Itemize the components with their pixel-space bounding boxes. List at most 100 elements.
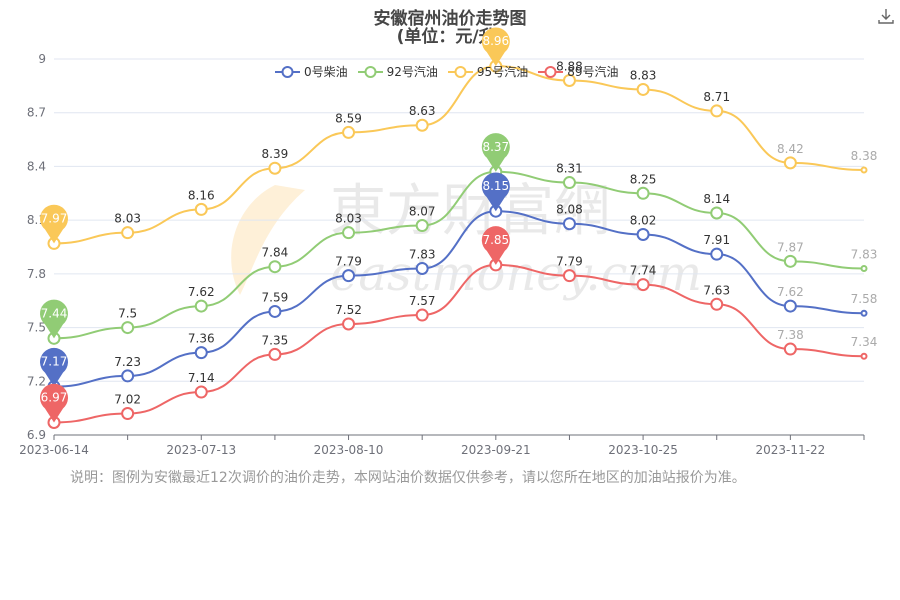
max-marker-label: 8.37 <box>482 140 509 154</box>
download-icon[interactable] <box>876 6 896 26</box>
x-tick-label: 2023-06-14 <box>19 443 89 457</box>
max-marker: 8.96 <box>481 27 510 67</box>
max-marker-label: 7.85 <box>482 233 509 247</box>
data-label: 7.62 <box>188 285 215 299</box>
min-marker: 7.44 <box>40 299 68 339</box>
data-label: 7.57 <box>409 294 436 308</box>
x-tick-label: 2023-10-25 <box>608 443 678 457</box>
footnote: 说明：图例为安徽最近12次调价的油价走势，本网站油价数据仅供参考，请以您所在地区… <box>70 470 746 486</box>
data-point <box>636 186 650 200</box>
min-marker-shape <box>40 383 68 423</box>
max-marker: 7.85 <box>481 226 510 265</box>
x-tick-label: 2023-11-22 <box>755 443 825 457</box>
data-label: 7.63 <box>703 283 730 297</box>
data-point <box>194 385 208 399</box>
data-label: 8.39 <box>262 147 289 161</box>
min-marker: 6.97 <box>40 383 68 423</box>
legend-item[interactable]: 89号汽油 <box>538 63 618 80</box>
data-point <box>636 82 650 96</box>
data-label: 7.14 <box>188 371 215 385</box>
data-point <box>415 118 429 132</box>
data-label: 8.88 <box>556 59 583 73</box>
data-label: 7.36 <box>188 332 215 346</box>
chart-subtitle: (单位：元/升) <box>396 27 504 47</box>
max-marker-shape <box>481 133 510 172</box>
series-line-3 <box>53 263 865 424</box>
x-tick-label: 2023-09-21 <box>461 443 531 457</box>
x-tick-label: 2023-08-10 <box>314 443 384 457</box>
data-label: 7.84 <box>262 246 289 260</box>
data-point <box>710 104 724 118</box>
min-marker-label: 7.97 <box>41 211 68 225</box>
data-label: 7.34 <box>851 335 878 349</box>
min-marker-shape <box>39 204 68 244</box>
data-point <box>415 308 429 322</box>
max-marker-shape <box>481 27 510 67</box>
y-tick-label: 7.5 <box>27 321 46 335</box>
legend: 0号柴油 92号汽油 95号汽油 89号汽油 <box>275 63 628 80</box>
data-point <box>268 260 282 274</box>
data-label: 7.62 <box>777 285 804 299</box>
y-tick-label: 7.8 <box>27 267 46 281</box>
legend-item[interactable]: 95号汽油 <box>447 63 529 80</box>
max-marker-shape <box>481 172 510 212</box>
data-label: 7.83 <box>851 247 878 261</box>
data-point <box>268 347 282 361</box>
data-label: 8.16 <box>188 188 215 202</box>
legend-swatch <box>357 65 383 78</box>
legend-swatch <box>447 65 473 78</box>
data-point <box>860 309 868 317</box>
data-point <box>636 278 650 292</box>
data-label: 7.02 <box>114 393 141 407</box>
legend-swatch <box>275 65 300 78</box>
data-point <box>121 321 135 335</box>
data-point <box>121 369 135 383</box>
data-label: 7.87 <box>777 240 804 254</box>
data-label: 7.38 <box>777 328 804 342</box>
data-label: 7.91 <box>703 233 730 247</box>
data-point <box>860 352 868 360</box>
min-marker-label: 7.44 <box>41 306 68 320</box>
data-point <box>415 261 429 275</box>
chart-title: 安徽宿州油价走势图 <box>373 9 527 29</box>
data-point <box>710 297 724 311</box>
data-label: 7.23 <box>114 355 141 369</box>
data-label: 7.79 <box>556 255 583 269</box>
max-marker-label: 8.15 <box>482 179 509 193</box>
max-marker-label: 8.96 <box>482 34 509 48</box>
data-point <box>268 304 282 318</box>
data-point <box>783 342 797 356</box>
legend-swatch <box>538 65 564 78</box>
data-point <box>783 254 797 268</box>
legend-item[interactable]: 92号汽油 <box>357 63 438 80</box>
data-point <box>710 247 724 261</box>
min-marker-label: 6.97 <box>41 390 68 404</box>
data-point <box>710 206 724 220</box>
min-marker-shape <box>40 347 68 387</box>
series-line-0 <box>53 210 865 388</box>
data-labels: 7.237.367.597.797.838.088.027.917.627.58… <box>114 59 877 406</box>
data-point <box>562 176 576 190</box>
data-label: 7.59 <box>262 290 289 304</box>
data-point <box>342 269 356 283</box>
data-point <box>121 226 135 240</box>
series-lines <box>53 65 865 424</box>
legend-item[interactable]: 0号柴油 <box>275 63 348 80</box>
max-marker-shape <box>481 226 510 265</box>
data-label: 7.79 <box>335 255 362 269</box>
y-tick-label: 9 <box>38 52 46 66</box>
data-point <box>415 219 429 233</box>
data-point <box>194 346 208 360</box>
data-point <box>562 217 576 231</box>
min-marker-label: 7.17 <box>41 355 68 369</box>
data-point <box>860 264 868 272</box>
data-point <box>342 226 356 240</box>
data-point <box>342 317 356 331</box>
legend-label: 95号汽油 <box>476 65 529 79</box>
series-line-2 <box>53 65 865 245</box>
data-point <box>562 269 576 283</box>
data-label: 7.35 <box>262 333 289 347</box>
legend-label: 92号汽油 <box>386 65 438 79</box>
